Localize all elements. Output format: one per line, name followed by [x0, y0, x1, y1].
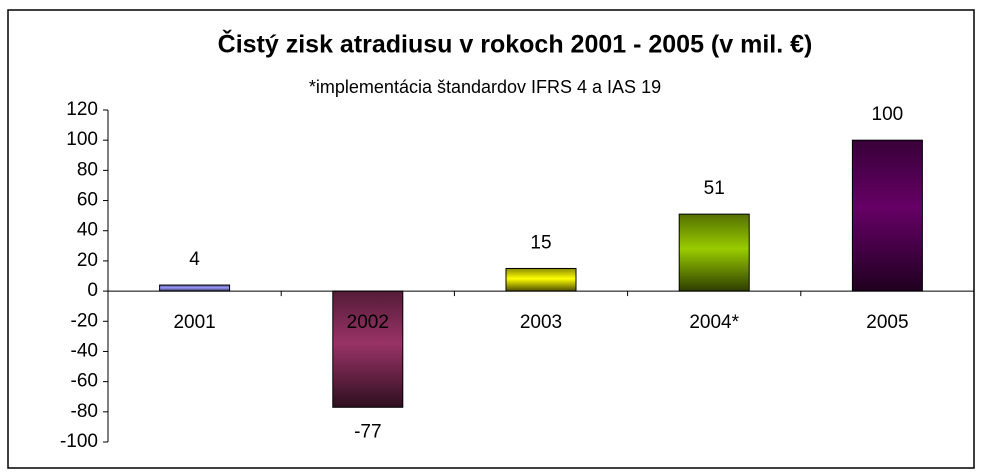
bar — [505, 267, 577, 292]
y-tick-label: 20 — [77, 250, 98, 271]
y-tick-label: 40 — [77, 220, 98, 241]
y-tick-label: -80 — [71, 401, 98, 422]
value-label: 100 — [872, 104, 904, 125]
y-tick-label: -40 — [71, 340, 98, 361]
x-tick-label: 2002 — [347, 312, 389, 333]
y-tick-label: 120 — [66, 99, 98, 120]
bar — [851, 139, 923, 292]
value-label: 51 — [704, 178, 725, 199]
bar — [332, 290, 404, 408]
x-tick-label: 2003 — [520, 312, 562, 333]
value-label: -77 — [354, 421, 381, 442]
y-tick-label: 60 — [77, 190, 98, 211]
x-tick-label: 2001 — [173, 312, 215, 333]
x-tick-label: 2004* — [689, 312, 739, 333]
y-tick-label: -20 — [71, 310, 98, 331]
value-label: 15 — [530, 232, 551, 253]
y-tick-label: -60 — [71, 371, 98, 392]
y-tick-label: 80 — [77, 159, 98, 180]
bar — [678, 213, 750, 292]
bar — [159, 284, 231, 292]
x-tick-label: 2005 — [866, 312, 908, 333]
chart-frame — [7, 9, 975, 469]
y-tick-label: -100 — [60, 431, 98, 452]
y-tick-label: 0 — [87, 280, 98, 301]
chart-title: Čistý zisk atradiusu v rokoch 2001 - 200… — [218, 29, 813, 59]
value-label: 4 — [189, 249, 200, 270]
y-tick-label: 100 — [66, 129, 98, 150]
chart-subtitle: *implementácia štandardov IFRS 4 a IAS 1… — [309, 77, 661, 97]
